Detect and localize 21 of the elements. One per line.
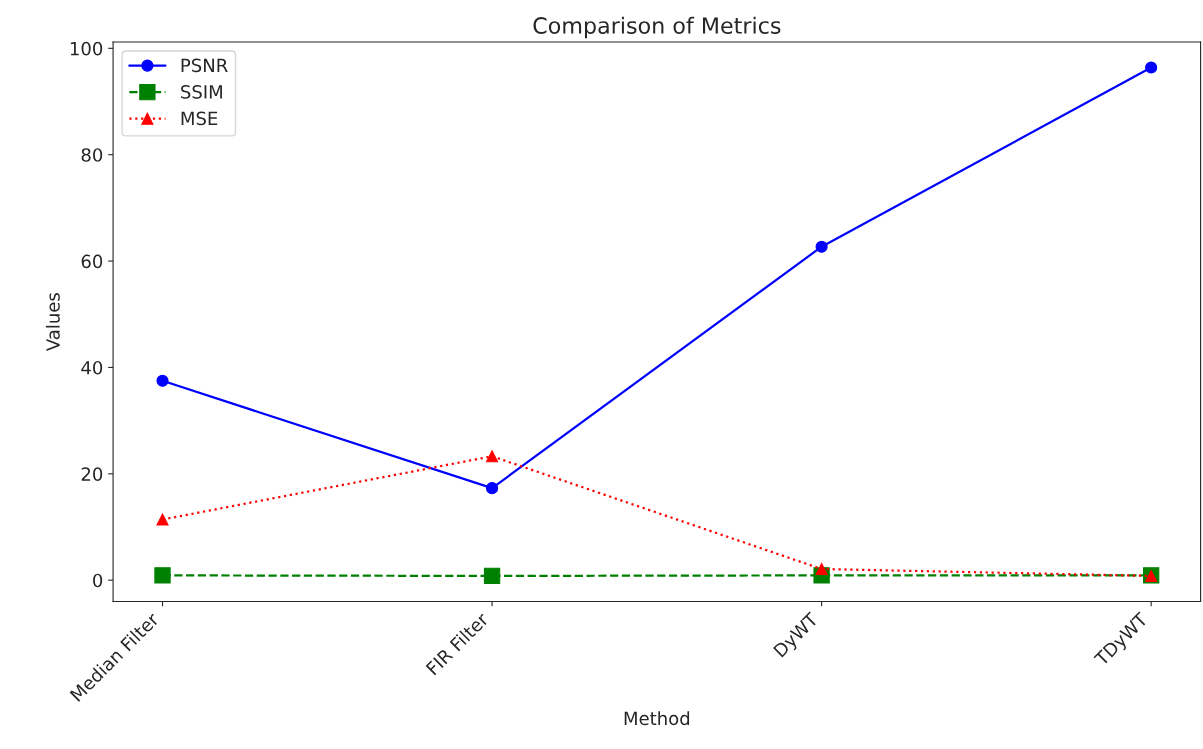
point [485,450,499,463]
legend-label: MSE [181,111,218,126]
point [483,567,501,585]
y-tick-label: 60 [81,254,103,269]
x-axis-title: Method [624,711,690,726]
y-tick-label: 0 [93,573,103,588]
point [1145,61,1158,74]
point [154,567,171,584]
y-tick-label: 40 [81,360,103,375]
y-axis-title: Values [45,293,60,352]
y-tick-label: 20 [81,467,103,481]
y-tick-label: 100 [70,41,103,56]
point [156,513,169,526]
y-tick-label: 80 [81,148,103,162]
legend-label: SSIM [181,85,222,99]
legend-label: PSNR [181,58,228,73]
point [156,374,169,387]
chart-title: Comparison of Metrics [533,16,781,39]
point [815,562,828,576]
point [485,482,499,495]
point [815,240,828,253]
